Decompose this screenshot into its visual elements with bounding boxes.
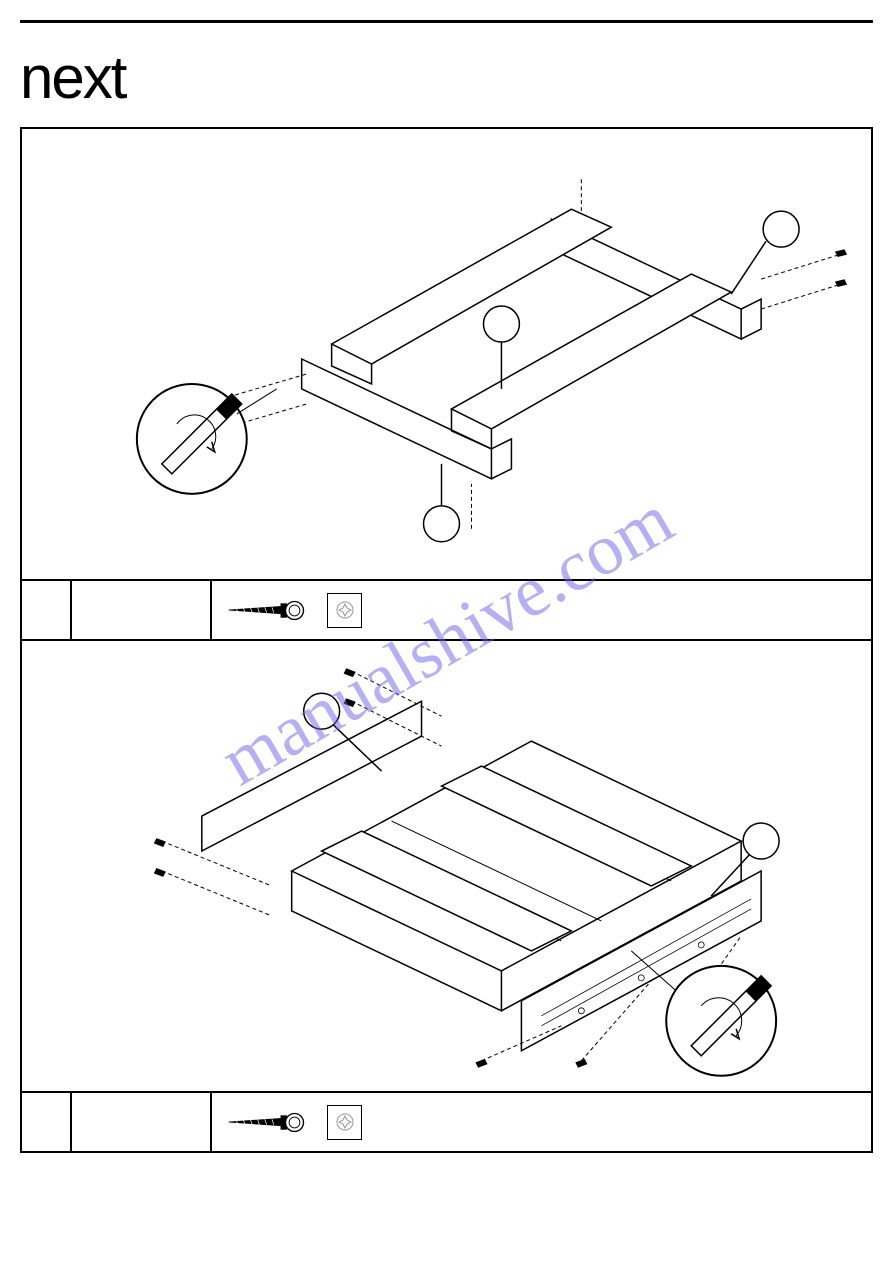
hw-cell-blank — [72, 581, 212, 639]
phillips-icon — [327, 593, 362, 628]
step-2-panel — [22, 641, 871, 1151]
top-divider — [20, 20, 873, 23]
screw-icon-2 — [227, 1110, 317, 1135]
hw-cell-screw-2 — [212, 1093, 871, 1151]
step-2-hardware — [22, 1091, 871, 1151]
page: next — [20, 20, 873, 1153]
phillips-icon-2 — [327, 1105, 362, 1140]
hw-cell-id — [22, 581, 72, 639]
step-1-panel — [22, 129, 871, 641]
hw-cell-id-2 — [22, 1093, 72, 1151]
step-1-hardware — [22, 579, 871, 639]
instruction-frame — [20, 127, 873, 1153]
hw-cell-blank-2 — [72, 1093, 212, 1151]
brand-logo: next — [20, 43, 873, 112]
step-1-diagram — [22, 129, 871, 579]
hw-cell-screw — [212, 581, 871, 639]
step-2-diagram — [22, 641, 871, 1091]
assembly-drawing-1 — [22, 129, 871, 579]
assembly-drawing-2 — [22, 641, 871, 1091]
screw-icon — [227, 598, 317, 623]
